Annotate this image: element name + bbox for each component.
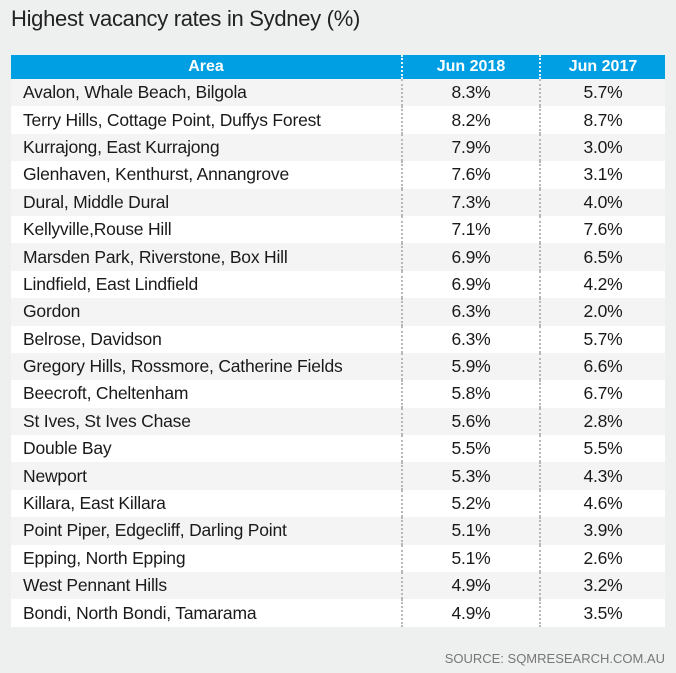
jun-2017-cell: 4.3%	[539, 462, 665, 490]
table-row: Lindfield, East Lindfield 6.9% 4.2%	[11, 270, 665, 299]
area-cell: St Ives, St Ives Chase	[11, 407, 402, 436]
jun-2017-cell: 2.8%	[539, 407, 665, 436]
jun-2018-cell: 6.9%	[401, 243, 540, 271]
jun-2018-cell: 4.9%	[401, 572, 540, 600]
jun-2017-cell: 8.7%	[539, 106, 665, 134]
jun-2018-cell: 5.5%	[401, 435, 540, 463]
table-row: St Ives, St Ives Chase 5.6% 2.8%	[11, 407, 665, 436]
jun-2017-cell: 3.5%	[539, 599, 665, 627]
column-header-area: Area	[11, 55, 402, 79]
area-cell: Belrose, Davidson	[11, 325, 402, 353]
jun-2017-cell: 4.6%	[539, 489, 665, 518]
area-cell: Avalon, Whale Beach, Bilgola	[11, 79, 402, 107]
jun-2018-cell: 6.3%	[401, 325, 540, 353]
table-row: Epping, North Epping 5.1% 2.6%	[11, 544, 665, 573]
jun-2017-cell: 5.7%	[539, 325, 665, 353]
column-header-jun-2018: Jun 2018	[401, 55, 540, 79]
area-cell: Kurrajong, East Kurrajong	[11, 133, 402, 162]
jun-2017-cell: 2.6%	[539, 544, 665, 573]
jun-2018-cell: 5.8%	[401, 380, 540, 408]
jun-2018-cell: 6.3%	[401, 298, 540, 326]
table-row: Marsden Park, Riverstone, Box Hill 6.9% 6.…	[11, 243, 665, 271]
jun-2017-cell: 6.5%	[539, 243, 665, 271]
table-row: Point Piper, Edgecliff, Darling Point 5.1…	[11, 517, 665, 545]
table-row: Gregory Hills, Rossmore, Catherine Field…	[11, 352, 665, 381]
table-row: Dural, Middle Dural 7.3% 4.0%	[11, 188, 665, 216]
jun-2017-cell: 3.0%	[539, 133, 665, 162]
table-row: Glenhaven, Kenthurst, Annangrove 7.6% 3.1%	[11, 161, 665, 189]
area-cell: Terry Hills, Cottage Point, Duffys Fores…	[11, 106, 402, 134]
table-row: Gordon 6.3% 2.0%	[11, 298, 665, 326]
area-cell: Lindfield, East Lindfield	[11, 270, 402, 299]
table-row: Kurrajong, East Kurrajong 7.9% 3.0%	[11, 133, 665, 162]
jun-2017-cell: 4.0%	[539, 188, 665, 216]
area-cell: Epping, North Epping	[11, 544, 402, 573]
source-note: SOURCE: SQMRESEARCH.COM.AU	[444, 651, 665, 666]
jun-2018-cell: 8.2%	[401, 106, 540, 134]
jun-2018-cell: 7.3%	[401, 188, 540, 216]
jun-2017-cell: 3.9%	[539, 517, 665, 545]
jun-2017-cell: 3.2%	[539, 572, 665, 600]
jun-2018-cell: 6.9%	[401, 270, 540, 299]
jun-2017-cell: 7.6%	[539, 215, 665, 244]
jun-2017-cell: 5.7%	[539, 79, 665, 107]
jun-2018-cell: 5.6%	[401, 407, 540, 436]
jun-2017-cell: 4.2%	[539, 270, 665, 299]
table-body: Avalon, Whale Beach, Bilgola 8.3% 5.7% Terr…	[11, 79, 665, 627]
area-cell: Beecroft, Cheltenham	[11, 380, 402, 408]
table-row: Double Bay 5.5% 5.5%	[11, 435, 665, 463]
area-cell: Glenhaven, Kenthurst, Annangrove	[11, 161, 402, 189]
table-row: Terry Hills, Cottage Point, Duffys Fores…	[11, 106, 665, 134]
area-cell: Gordon	[11, 298, 402, 326]
area-cell: West Pennant Hills	[11, 572, 402, 600]
column-header-jun-2017: Jun 2017	[539, 55, 665, 79]
table-row: Avalon, Whale Beach, Bilgola 8.3% 5.7%	[11, 79, 665, 107]
jun-2018-cell: 7.6%	[401, 161, 540, 189]
area-cell: Newport	[11, 462, 402, 490]
jun-2017-cell: 5.5%	[539, 435, 665, 463]
jun-2017-cell: 3.1%	[539, 161, 665, 189]
table-row: Belrose, Davidson 6.3% 5.7%	[11, 325, 665, 353]
vacancy-table: Area Jun 2018 Jun 2017 Avalon, Whale Bea…	[11, 55, 665, 627]
area-cell: Killara, East Killara	[11, 489, 402, 518]
jun-2018-cell: 5.3%	[401, 462, 540, 490]
table-row: Kellyville,Rouse Hill 7.1% 7.6%	[11, 215, 665, 244]
jun-2018-cell: 5.1%	[401, 544, 540, 573]
jun-2017-cell: 6.7%	[539, 380, 665, 408]
table-row: Killara, East Killara 5.2% 4.6%	[11, 489, 665, 518]
jun-2018-cell: 7.9%	[401, 133, 540, 162]
area-cell: Gregory Hills, Rossmore, Catherine Field…	[11, 352, 402, 381]
table-row: West Pennant Hills 4.9% 3.2%	[11, 572, 665, 600]
table-header-row: Area Jun 2018 Jun 2017	[11, 55, 665, 79]
jun-2017-cell: 6.6%	[539, 352, 665, 381]
jun-2018-cell: 4.9%	[401, 599, 540, 627]
table-row: Beecroft, Cheltenham 5.8% 6.7%	[11, 380, 665, 408]
jun-2018-cell: 7.1%	[401, 215, 540, 244]
area-cell: Point Piper, Edgecliff, Darling Point	[11, 517, 402, 545]
area-cell: Dural, Middle Dural	[11, 188, 402, 216]
table-row: Newport 5.3% 4.3%	[11, 462, 665, 490]
jun-2018-cell: 5.9%	[401, 352, 540, 381]
area-cell: Double Bay	[11, 435, 402, 463]
table-row: Bondi, North Bondi, Tamarama 4.9% 3.5%	[11, 599, 665, 627]
jun-2018-cell: 5.1%	[401, 517, 540, 545]
area-cell: Bondi, North Bondi, Tamarama	[11, 599, 402, 627]
area-cell: Marsden Park, Riverstone, Box Hill	[11, 243, 402, 271]
chart-title: Highest vacancy rates in Sydney (%)	[11, 6, 360, 31]
jun-2018-cell: 8.3%	[401, 79, 540, 107]
jun-2017-cell: 2.0%	[539, 298, 665, 326]
jun-2018-cell: 5.2%	[401, 489, 540, 518]
area-cell: Kellyville,Rouse Hill	[11, 215, 402, 244]
